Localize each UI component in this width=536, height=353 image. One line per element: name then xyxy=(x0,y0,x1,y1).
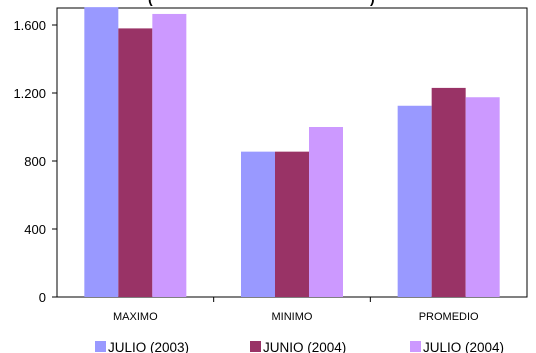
x-category-label: MINIMO xyxy=(272,311,313,323)
bar xyxy=(275,152,309,297)
title-fragment-right: ) xyxy=(370,0,375,6)
legend-swatch xyxy=(95,341,106,352)
bar xyxy=(118,28,152,297)
legend-swatch xyxy=(250,341,261,352)
bar xyxy=(309,127,343,297)
legend-label: JUNIO (2004) xyxy=(263,340,346,353)
y-tick-label: 800 xyxy=(24,154,46,169)
x-category-label: PROMEDIO xyxy=(419,311,479,323)
legend-label: JULIO (2004) xyxy=(423,340,504,353)
legend-swatch xyxy=(410,341,421,352)
plot-area: 0 400 800 1.200 1.600 MAXIMO MINIMO PROMEDIO xyxy=(13,7,527,323)
y-tick-label: 0 xyxy=(39,290,46,305)
x-category-label: MAXIMO xyxy=(113,311,158,323)
legend-label: JULIO (2003) xyxy=(108,340,189,353)
title-fragment-left: ( xyxy=(148,0,153,6)
y-tick-label: 1.600 xyxy=(13,18,46,33)
y-tick-label: 400 xyxy=(24,222,46,237)
bar xyxy=(152,14,186,297)
bar xyxy=(466,97,500,297)
legend: JULIO (2003) JUNIO (2004) JULIO (2004) xyxy=(95,340,504,353)
bar xyxy=(432,88,466,297)
bar xyxy=(398,106,432,297)
bar xyxy=(241,152,275,297)
y-tick-label: 1.200 xyxy=(13,86,46,101)
bar xyxy=(84,7,118,297)
